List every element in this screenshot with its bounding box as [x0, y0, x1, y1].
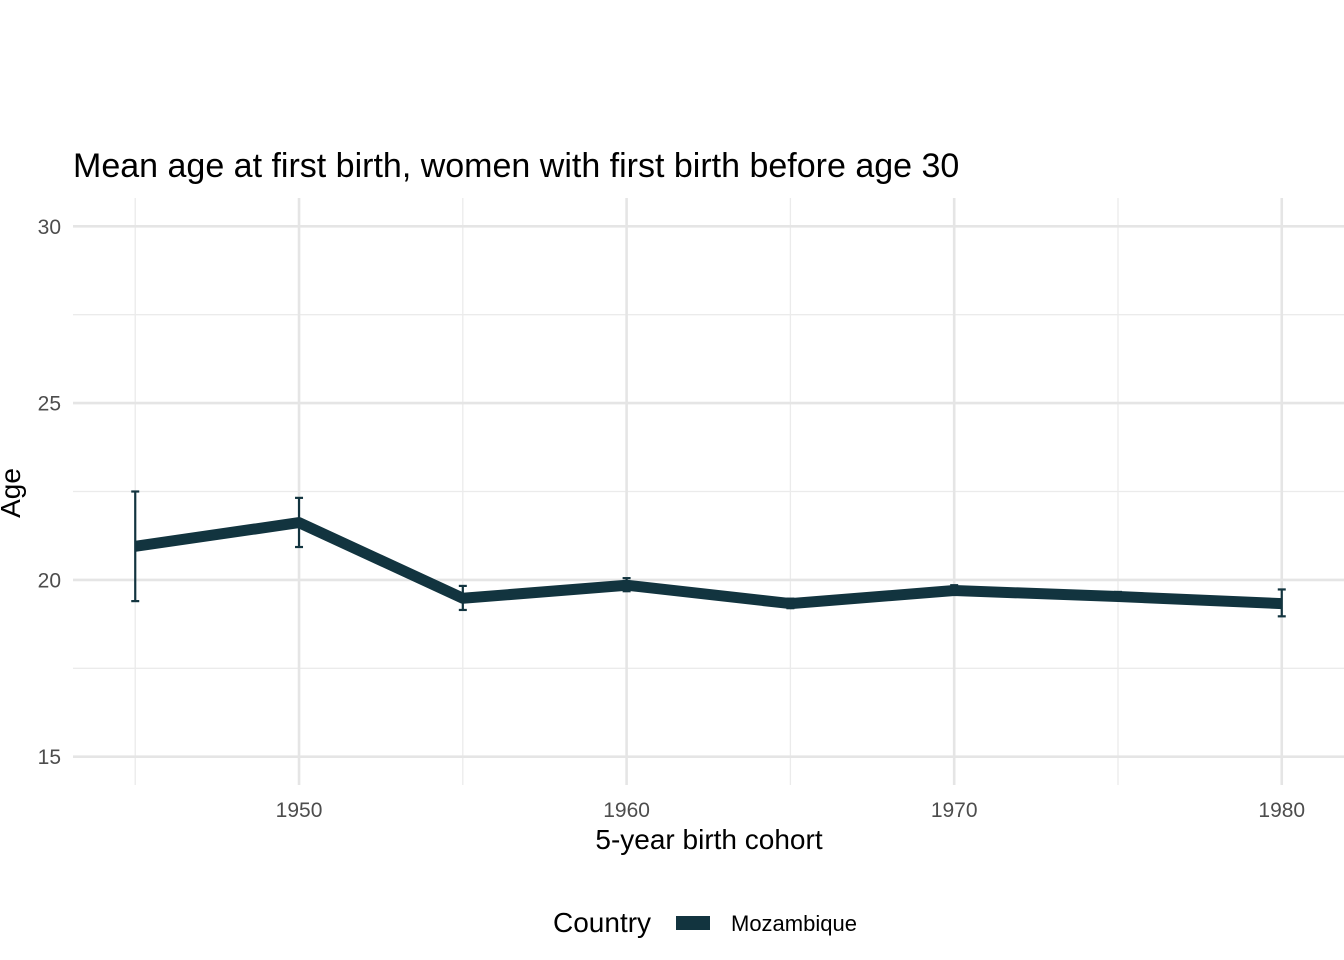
major-gridlines: [73, 198, 1344, 785]
chart-title: Mean age at first birth, women with firs…: [73, 147, 959, 185]
x-tick-label: 1970: [931, 799, 978, 822]
y-tick-label: 25: [38, 393, 61, 416]
y-axis-tick-labels: 15 20 25 30: [38, 216, 61, 769]
legend-label-mozambique: Mozambique: [731, 911, 857, 936]
y-tick-label: 15: [38, 746, 61, 769]
x-tick-label: 1980: [1258, 799, 1305, 822]
x-tick-label: 1950: [276, 799, 323, 822]
series-lines: [134, 517, 1282, 610]
legend-key-mozambique: [676, 916, 710, 930]
y-tick-label: 30: [38, 216, 61, 239]
x-tick-label: 1960: [603, 799, 650, 822]
y-axis-title: Age: [0, 468, 26, 518]
y-tick-label: 20: [38, 569, 61, 592]
legend-title: Country: [553, 907, 651, 938]
series-line-mozambique: [134, 517, 1282, 610]
x-axis-tick-labels: 1950 1960 1970 1980: [276, 799, 1305, 822]
minor-gridlines: [73, 198, 1344, 785]
legend: Country Mozambique: [553, 907, 857, 938]
x-axis-title: 5-year birth cohort: [595, 824, 822, 855]
